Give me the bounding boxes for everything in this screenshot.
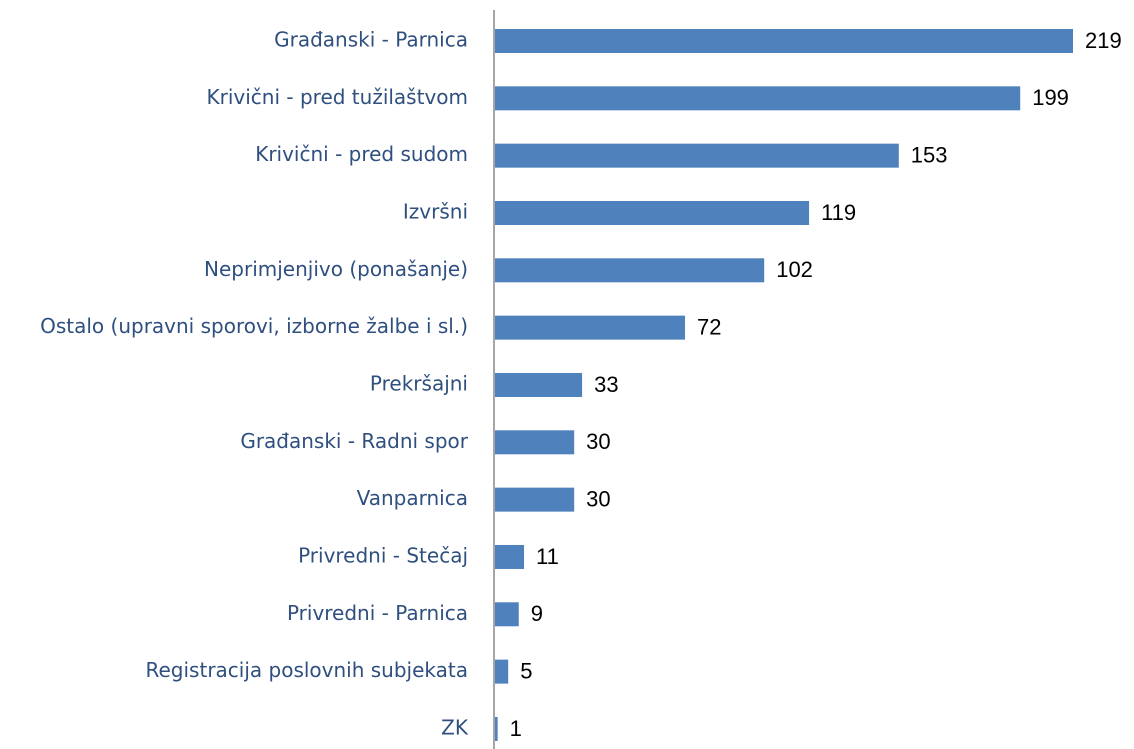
value-label: 11 <box>536 544 559 569</box>
value-label: 119 <box>821 200 856 225</box>
bar <box>495 430 575 455</box>
value-label: 33 <box>594 372 618 397</box>
bar <box>495 372 583 397</box>
bar <box>495 143 899 168</box>
bar <box>495 86 1021 111</box>
category-label: Izvršni <box>403 199 468 223</box>
category-label: Krivični - pred tužilaštvom <box>207 85 468 109</box>
bar <box>495 487 575 512</box>
bar <box>495 659 509 684</box>
category-label: Privredni - Stečaj <box>298 543 468 567</box>
category-label: Neprimjenjivo (ponašanje) <box>204 257 468 281</box>
bar <box>495 315 686 340</box>
value-label: 5 <box>520 658 532 683</box>
value-label: 30 <box>586 429 610 454</box>
category-label: Prekršajni <box>370 371 468 395</box>
bar <box>495 29 1073 53</box>
category-label: Krivični - pred sudom <box>255 142 468 166</box>
category-label: Privredni - Parnica <box>287 601 468 625</box>
value-label: 30 <box>586 486 610 511</box>
bar <box>495 200 810 225</box>
category-label: Vanparnica <box>357 486 468 510</box>
bar <box>495 716 498 741</box>
value-label: 1 <box>510 716 522 741</box>
bar <box>495 258 765 283</box>
value-label: 102 <box>776 257 813 282</box>
category-label: ZK <box>441 715 469 739</box>
value-label: 72 <box>697 314 721 339</box>
value-label: 153 <box>911 142 948 167</box>
bar <box>495 602 519 627</box>
category-label: Građanski - Parnica <box>274 28 468 52</box>
value-label: 199 <box>1032 85 1069 110</box>
category-label: Građanski - Radni spor <box>240 429 468 453</box>
value-label: 9 <box>531 601 543 626</box>
bar <box>495 544 525 569</box>
value-label: 219 <box>1085 28 1122 53</box>
category-label: Ostalo (upravni sporovi, izborne žalbe i… <box>40 314 468 338</box>
category-label: Registracija poslovnih subjekata <box>146 658 469 682</box>
